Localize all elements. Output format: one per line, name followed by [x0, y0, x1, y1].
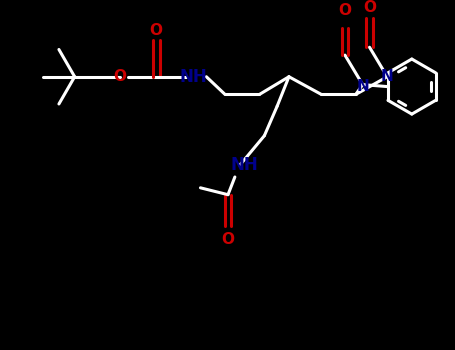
Text: O: O [222, 232, 234, 247]
Text: NH: NH [231, 156, 258, 174]
Text: O: O [339, 4, 351, 18]
Text: O: O [363, 0, 376, 15]
Text: N: N [356, 79, 369, 94]
Text: O: O [113, 69, 126, 84]
Text: N: N [381, 69, 394, 84]
Text: O: O [150, 23, 163, 38]
Text: NH: NH [180, 68, 207, 86]
